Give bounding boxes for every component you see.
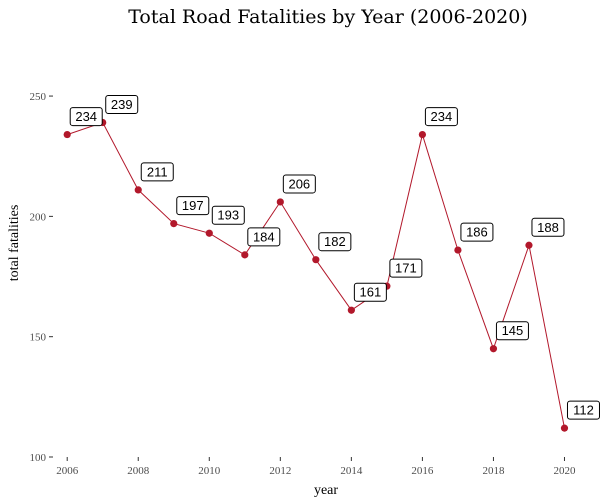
data-point: [560, 424, 569, 432]
data-label: 197: [176, 196, 210, 216]
data-point: [63, 130, 71, 139]
data-label: 234: [424, 107, 458, 127]
data-point: [347, 306, 355, 314]
y-axis-ticks: 100 150 200 250: [30, 91, 53, 464]
data-label-text: 188: [537, 220, 559, 235]
data-point: [525, 241, 533, 249]
data-label-box: [318, 232, 352, 252]
data-label-text: 239: [111, 97, 133, 112]
data-label: 239: [105, 95, 139, 115]
data-label-text: 171: [395, 261, 417, 276]
data-point: [418, 130, 427, 139]
x-axis-label: year: [314, 483, 338, 498]
data-label: 211: [140, 162, 174, 182]
data-label-box: [460, 222, 494, 242]
data-label: 171: [389, 258, 423, 278]
data-label-text: 161: [360, 285, 382, 300]
data-label-text: 234: [431, 109, 453, 124]
data-label: 145: [495, 321, 529, 341]
data-point: [276, 198, 284, 206]
data-label-text: 184: [253, 229, 275, 244]
data-label-box: [247, 227, 281, 247]
y-tick-label: 150: [30, 332, 47, 344]
data-label-text: 112: [573, 403, 594, 418]
data-label: 193: [211, 205, 245, 225]
x-tick-label: 2020: [553, 465, 576, 477]
data-point: [489, 345, 498, 353]
y-tick-label: 250: [30, 91, 47, 103]
x-axis-ticks: 2006 2008 2010 2012 2014 2016 2018 2020: [56, 457, 576, 477]
data-label-text: 211: [147, 164, 168, 179]
data-label: 112: [566, 400, 600, 420]
data-label-box: [140, 162, 174, 182]
data-point: [170, 219, 178, 228]
y-tick-label: 200: [30, 211, 47, 223]
chart-title: Total Road Fatalities by Year (2006-2020…: [128, 6, 528, 28]
y-axis-label: total fatalities: [7, 205, 22, 282]
data-labels-group: 234 239 211 197 193 184 206 182 161 171 234 186 145 1…: [69, 95, 600, 420]
data-label-box: [282, 174, 316, 194]
data-label-box: [424, 107, 458, 127]
data-point: [205, 229, 213, 237]
data-point: [241, 251, 249, 259]
data-label-text: 145: [502, 323, 524, 338]
data-label: 184: [247, 227, 281, 247]
data-label-text: 206: [288, 176, 310, 191]
data-label-box: [566, 400, 600, 420]
data-label: 234: [69, 107, 103, 127]
x-tick-label: 2018: [482, 465, 505, 477]
data-point: [134, 186, 142, 194]
data-label: 188: [531, 217, 565, 237]
series-points-group: [63, 118, 569, 432]
x-tick-label: 2014: [340, 465, 363, 477]
data-label-text: 234: [75, 109, 97, 124]
data-label-box: [531, 217, 565, 237]
data-label-box: [176, 196, 210, 216]
data-label-box: [211, 205, 245, 225]
data-label-text: 193: [217, 208, 239, 223]
data-label-box: [353, 282, 387, 302]
data-label-box: [495, 321, 529, 341]
x-tick-label: 2016: [411, 465, 434, 477]
data-point: [454, 246, 462, 254]
data-label: 206: [282, 174, 316, 194]
data-label-box: [69, 107, 103, 127]
data-label-box: [389, 258, 423, 278]
data-label-text: 197: [182, 198, 204, 213]
y-tick-label: 100: [30, 452, 47, 464]
x-tick-label: 2012: [269, 465, 291, 477]
data-label-box: [105, 95, 139, 115]
x-tick-label: 2010: [198, 465, 221, 477]
data-label-text: 182: [324, 234, 346, 249]
data-label: 161: [353, 282, 387, 302]
x-tick-label: 2006: [56, 465, 79, 477]
x-tick-label: 2008: [127, 465, 150, 477]
data-label: 186: [460, 222, 494, 242]
data-label-text: 186: [466, 225, 488, 240]
data-label: 182: [318, 232, 352, 252]
data-point: [312, 256, 320, 264]
